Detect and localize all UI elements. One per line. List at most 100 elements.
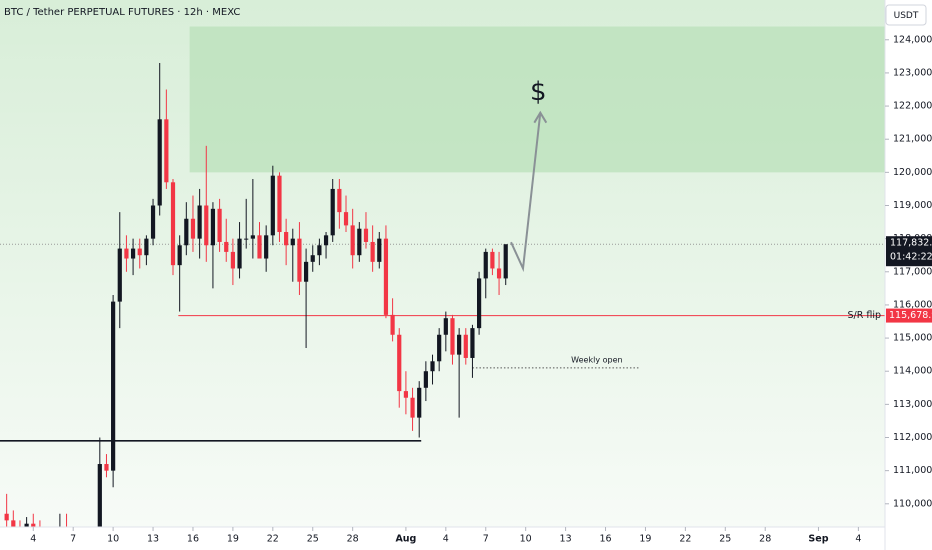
sr-flip-label: S/R flip	[847, 310, 881, 321]
candle-body	[370, 241, 375, 262]
candle-body	[476, 278, 482, 329]
candle-body	[270, 175, 275, 236]
x-tick-label: 7	[70, 534, 76, 545]
candle-body	[71, 544, 75, 550]
candle-body	[38, 530, 42, 543]
candle-body	[483, 251, 488, 279]
candle-body	[24, 523, 29, 527]
candle-body	[377, 238, 382, 262]
candle-body	[330, 188, 335, 236]
last-price-tag	[886, 236, 932, 267]
weekly-open-label: Weekly open	[571, 355, 622, 364]
candle-body	[184, 218, 189, 246]
candle-body	[204, 205, 209, 246]
candle-body	[337, 188, 342, 213]
y-tick-label: 124,000.0	[893, 34, 932, 45]
candle-body	[44, 537, 48, 544]
candle-body	[237, 238, 242, 269]
x-tick-label: 7	[483, 534, 489, 545]
y-tick-label: 122,000.0	[893, 101, 932, 112]
candle-body	[58, 540, 62, 547]
y-tick-label: 121,000.0	[893, 134, 932, 145]
y-tick-label: 113,000.0	[893, 399, 932, 410]
x-tick-label: 16	[187, 534, 199, 545]
candle-body	[417, 387, 422, 418]
candle-body	[423, 371, 428, 388]
candle-body	[117, 248, 122, 302]
candle-body	[250, 235, 255, 239]
y-tick-label: 119,000.0	[893, 200, 932, 211]
y-tick-label: 117,000.0	[893, 266, 932, 277]
candle-body	[390, 314, 395, 335]
candle-body	[144, 238, 149, 256]
currency[interactable]: USDT	[894, 11, 919, 21]
candle-body	[443, 318, 448, 335]
candle-body	[397, 334, 402, 392]
candle-body	[323, 235, 329, 246]
y-tick-label: 116,000.0	[893, 299, 932, 310]
x-tick-label: 25	[307, 534, 319, 545]
candle-body	[197, 205, 202, 239]
countdown: 01:42:22	[890, 252, 932, 263]
candle-body	[457, 334, 462, 355]
candle-body	[104, 464, 109, 471]
sr-flip-tag	[886, 308, 932, 323]
target-symbol: $	[530, 77, 547, 107]
candle-body	[343, 212, 349, 226]
candle-body	[437, 334, 442, 362]
candle-body	[470, 328, 475, 358]
candle-body	[490, 251, 495, 269]
arrow-head	[533, 110, 548, 124]
candle-body	[257, 235, 262, 259]
candle-body	[357, 228, 362, 256]
x-tick-label: 22	[267, 534, 279, 545]
x-tick-label: 19	[639, 534, 651, 545]
x-tick-label: Sep	[808, 534, 828, 545]
candle-body	[4, 513, 9, 521]
y-tick-label: 110,000.0	[893, 498, 932, 509]
x-tick-label: Aug	[395, 534, 416, 545]
candle-body	[277, 175, 282, 233]
candle-body	[157, 119, 162, 206]
candle-body	[137, 248, 142, 256]
sr-flip-value: 115,678.9	[889, 310, 932, 321]
x-tick-label: 4	[443, 534, 449, 545]
candle-body	[290, 238, 295, 246]
y-tick-label: 115,000.0	[893, 333, 932, 344]
currency-box[interactable]	[885, 4, 927, 26]
candle-body	[284, 232, 289, 246]
candle-body	[31, 523, 36, 527]
y-tick-label: 111,000.0	[893, 465, 932, 476]
candle-body	[190, 218, 196, 239]
candle-body	[403, 391, 409, 398]
x-tick-label: 10	[520, 534, 532, 545]
candle-body	[450, 318, 455, 355]
candle-body	[170, 182, 176, 266]
candle-body	[297, 238, 302, 282]
x-tick-label: 16	[599, 534, 611, 545]
x-tick-label: 19	[227, 534, 239, 545]
candle-body	[383, 238, 389, 315]
y-tick-label: 114,000.0	[893, 366, 932, 377]
candle-body	[210, 208, 216, 246]
candle-body	[303, 261, 309, 282]
y-tick-label: 123,000.0	[893, 67, 932, 78]
candle-body	[51, 537, 55, 547]
candle-body	[11, 520, 16, 527]
candle-body	[177, 245, 182, 266]
candle-body	[430, 361, 435, 372]
candle-body	[97, 464, 102, 527]
x-tick-label: 4	[855, 534, 861, 545]
candle-body	[496, 268, 502, 279]
candle-body	[463, 334, 468, 358]
candle-body	[410, 397, 415, 418]
x-tick-label: 22	[679, 534, 691, 545]
candle-body	[217, 208, 222, 242]
last-price-value: 117,832.1	[890, 238, 932, 249]
x-tick-label: 28	[759, 534, 771, 545]
y-tick-label: 120,000.0	[893, 167, 932, 178]
candle-body	[310, 255, 315, 262]
candle-body	[503, 244, 508, 279]
projection-arrow	[510, 112, 542, 273]
